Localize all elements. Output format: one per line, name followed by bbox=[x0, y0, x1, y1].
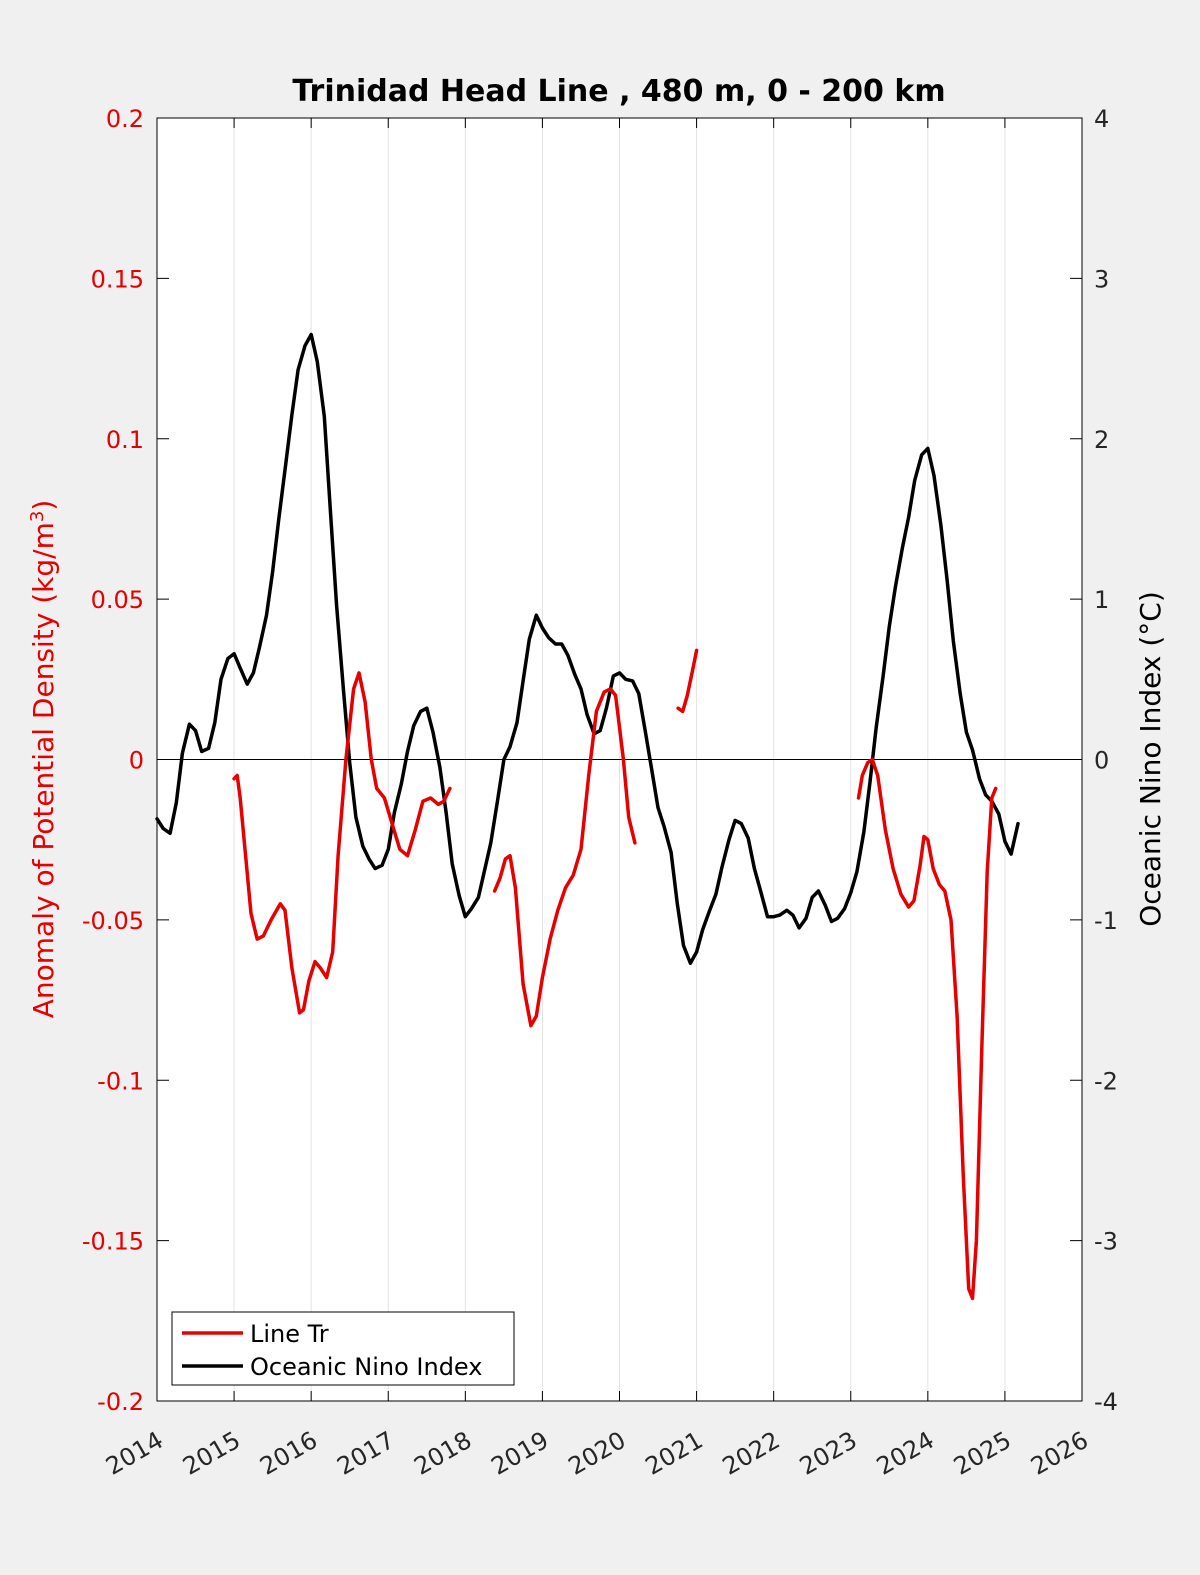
legend-label-line-tr: Line Tr bbox=[250, 1320, 329, 1348]
x-tick-label-2018: 2018 bbox=[409, 1426, 476, 1481]
y-left-tick-label-7: -0.15 bbox=[82, 1228, 144, 1256]
series-line-tr-segment-2 bbox=[676, 648, 699, 714]
legend-box bbox=[171, 1311, 515, 1386]
y-left-tick-label-0: 0.2 bbox=[106, 105, 144, 133]
y-left-tick-label-4: 0 bbox=[129, 747, 144, 775]
series-line-tr-segment-3 bbox=[856, 757, 998, 1301]
y-left-tick-label-8: -0.2 bbox=[97, 1388, 144, 1416]
left-axis-title-main: Anomaly of Potential Density (kg/m bbox=[27, 522, 60, 1018]
x-tick-label-2014: 2014 bbox=[101, 1426, 168, 1481]
left-axis-title-sup: 3 bbox=[27, 511, 48, 522]
left-axis-title: Anomaly of Potential Density (kg/m3) bbox=[27, 500, 61, 1019]
y-right-tick-label-3: 1 bbox=[1094, 586, 1109, 614]
x-tick-label-2020: 2020 bbox=[564, 1426, 631, 1481]
x-tick-label-2016: 2016 bbox=[255, 1426, 322, 1481]
legend-label-oni: Oceanic Nino Index bbox=[250, 1353, 482, 1381]
y-right-tick-label-7: -3 bbox=[1094, 1228, 1118, 1256]
x-tick-label-2019: 2019 bbox=[487, 1426, 554, 1481]
x-tick-label-2015: 2015 bbox=[178, 1426, 245, 1481]
y-left-tick-label-3: 0.05 bbox=[91, 586, 144, 614]
y-right-tick-label-6: -2 bbox=[1094, 1067, 1118, 1095]
y-right-tick-label-0: 4 bbox=[1094, 105, 1109, 133]
ticks bbox=[156, 117, 1083, 1402]
y-right-tick-label-4: 0 bbox=[1094, 747, 1109, 775]
x-tick-label-2017: 2017 bbox=[332, 1426, 399, 1481]
y-left-tick-label-6: -0.1 bbox=[97, 1067, 144, 1095]
y-right-tick-label-5: -1 bbox=[1094, 907, 1118, 935]
x-tick-label-2024: 2024 bbox=[872, 1426, 939, 1481]
x-tick-label-2022: 2022 bbox=[718, 1426, 785, 1481]
x-tick-label-2025: 2025 bbox=[949, 1426, 1016, 1481]
series-group bbox=[155, 332, 1020, 1301]
x-tick-label-2026: 2026 bbox=[1026, 1426, 1093, 1481]
series-line-tr-segment-1 bbox=[492, 687, 637, 1028]
y-right-tick-label-1: 3 bbox=[1094, 265, 1109, 293]
left-axis-title-close: ) bbox=[27, 500, 60, 511]
series-oceanic-nino-index-segment-0 bbox=[155, 332, 1020, 965]
y-left-tick-label-2: 0.1 bbox=[106, 426, 144, 454]
y-right-tick-label-8: -4 bbox=[1094, 1388, 1118, 1416]
y-left-tick-label-1: 0.15 bbox=[91, 265, 144, 293]
right-axis-title: Oceanic Nino Index (°C) bbox=[1134, 591, 1167, 927]
x-tick-label-2021: 2021 bbox=[641, 1426, 708, 1481]
y-right-tick-label-2: 2 bbox=[1094, 426, 1109, 454]
legend: Line Tr Oceanic Nino Index bbox=[171, 1311, 515, 1386]
series-line-tr-segment-0 bbox=[232, 671, 452, 1015]
x-tick-label-2023: 2023 bbox=[795, 1426, 862, 1481]
chart-title: Trinidad Head Line , 480 m, 0 - 200 km bbox=[292, 74, 945, 109]
y-left-tick-label-5: -0.05 bbox=[82, 907, 144, 935]
